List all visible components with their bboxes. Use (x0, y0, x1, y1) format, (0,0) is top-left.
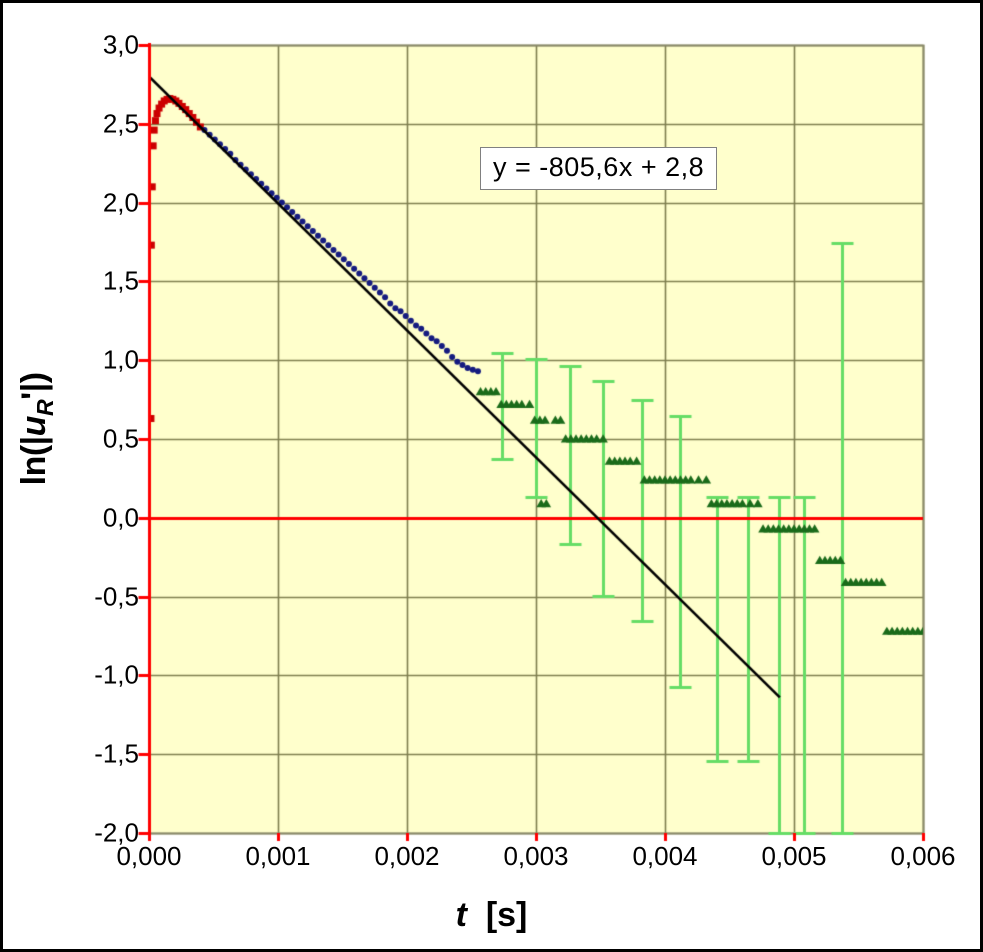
x-tick-label: 0,002 (374, 841, 440, 871)
x-axis-tick-labels: 0,000 0,001 0,002 0,003 0,004 0,005 0,006 (3, 3, 980, 949)
y-tick-label: -1,0 (94, 659, 139, 690)
x-axis-title-symbol: t (455, 896, 467, 934)
y-tick-label: 1,5 (102, 265, 139, 296)
y-tick-label: 3,0 (102, 29, 139, 60)
y-axis-tick-labels: -2,0 -1,5 -1,0 -0,5 0,0 0,5 1,0 1,5 2,0 2,5 3,0 (3, 3, 139, 949)
x-tick-label: 0,001 (245, 841, 311, 871)
x-axis-title-unit: [s] (485, 896, 528, 934)
y-axis-title-subscript: R (31, 399, 58, 417)
y-axis-title: ln(|uR'|) (15, 249, 59, 609)
y-tick-label: -0,5 (94, 581, 139, 612)
x-tick-label: 0,000 (116, 841, 182, 871)
x-tick-label: 0,006 (890, 841, 956, 871)
x-tick-label: 0,005 (761, 841, 827, 871)
x-axis-title: t [s] (3, 896, 980, 935)
y-tick-label: 0,5 (102, 423, 139, 454)
y-tick-label: 0,0 (102, 502, 139, 533)
y-tick-label: 2,0 (102, 187, 139, 218)
trendline-equation-label: y = -805,6x + 2,8 (480, 147, 718, 190)
y-tick-label: -1,5 (94, 738, 139, 769)
y-tick-label: 1,0 (102, 344, 139, 375)
y-axis-title-variable: u (15, 416, 54, 437)
y-axis-title-suffix: '|) (15, 372, 54, 400)
y-tick-label: 2,5 (102, 108, 139, 139)
x-tick-label: 0,003 (503, 841, 569, 871)
y-axis-title-prefix: ln(| (15, 436, 54, 486)
x-tick-label: 0,004 (632, 841, 698, 871)
y-tick-label: -2,0 (94, 817, 139, 848)
